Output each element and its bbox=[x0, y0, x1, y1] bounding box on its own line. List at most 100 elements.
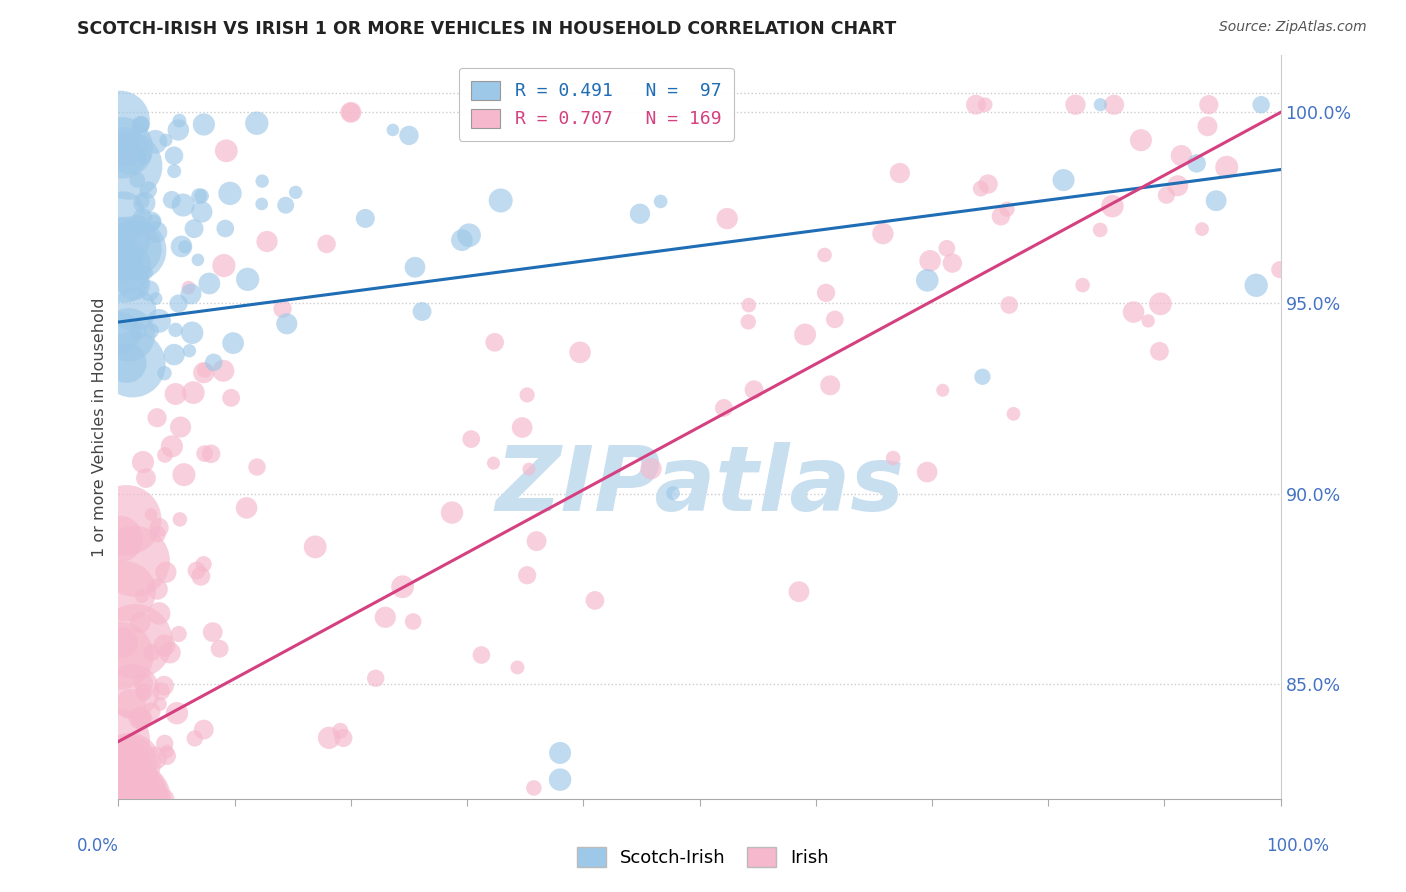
Point bbox=[145, 225, 167, 239]
Point bbox=[108, 791, 131, 805]
Point bbox=[112, 259, 135, 273]
Point bbox=[121, 791, 143, 805]
Point bbox=[183, 385, 205, 400]
Point bbox=[131, 194, 153, 209]
Point bbox=[150, 684, 173, 698]
Point bbox=[815, 285, 838, 300]
Point bbox=[941, 256, 963, 270]
Point bbox=[1170, 148, 1192, 162]
Point bbox=[127, 218, 149, 232]
Point bbox=[990, 209, 1012, 223]
Point bbox=[124, 554, 146, 568]
Point bbox=[374, 610, 396, 624]
Point bbox=[200, 447, 222, 461]
Point bbox=[139, 508, 162, 522]
Point bbox=[198, 277, 221, 291]
Point bbox=[132, 455, 155, 469]
Point bbox=[122, 242, 145, 256]
Point bbox=[110, 245, 132, 260]
Point bbox=[118, 756, 141, 771]
Point bbox=[132, 676, 155, 690]
Point bbox=[1198, 97, 1220, 112]
Point bbox=[156, 745, 179, 759]
Point bbox=[180, 287, 202, 301]
Point bbox=[183, 731, 205, 746]
Point bbox=[145, 791, 167, 805]
Point bbox=[1205, 194, 1227, 208]
Point bbox=[131, 589, 153, 603]
Point bbox=[332, 731, 354, 745]
Text: ZIPatlas: ZIPatlas bbox=[495, 442, 904, 531]
Point bbox=[165, 323, 187, 337]
Point bbox=[108, 227, 131, 242]
Point bbox=[794, 327, 817, 342]
Point bbox=[932, 384, 955, 398]
Point bbox=[340, 105, 363, 120]
Point bbox=[402, 615, 425, 629]
Point bbox=[236, 272, 259, 286]
Point bbox=[118, 327, 141, 342]
Point bbox=[191, 205, 214, 219]
Point bbox=[354, 211, 377, 226]
Point bbox=[142, 215, 165, 229]
Point bbox=[132, 684, 155, 698]
Point bbox=[458, 228, 481, 243]
Point bbox=[1002, 407, 1025, 421]
Point bbox=[160, 193, 183, 207]
Point bbox=[131, 791, 153, 805]
Point bbox=[120, 791, 142, 805]
Point bbox=[716, 211, 738, 226]
Point bbox=[882, 451, 904, 466]
Point bbox=[1268, 262, 1291, 277]
Point bbox=[167, 627, 190, 641]
Point bbox=[917, 273, 939, 287]
Point bbox=[111, 141, 134, 155]
Point bbox=[482, 456, 505, 470]
Point bbox=[1191, 222, 1213, 236]
Point bbox=[411, 304, 433, 318]
Point bbox=[141, 705, 163, 719]
Point bbox=[118, 786, 141, 800]
Point bbox=[1216, 161, 1239, 175]
Point bbox=[470, 648, 492, 662]
Point bbox=[193, 363, 215, 377]
Point bbox=[250, 197, 273, 211]
Point bbox=[127, 173, 149, 187]
Point bbox=[526, 534, 548, 549]
Point bbox=[340, 105, 363, 120]
Point bbox=[146, 410, 169, 425]
Point bbox=[193, 366, 215, 380]
Point bbox=[131, 118, 153, 132]
Point bbox=[219, 391, 242, 405]
Point bbox=[628, 207, 651, 221]
Point bbox=[149, 697, 172, 711]
Point bbox=[1149, 344, 1171, 359]
Point bbox=[153, 791, 176, 805]
Point bbox=[208, 641, 231, 656]
Point bbox=[118, 150, 141, 164]
Text: SCOTCH-IRISH VS IRISH 1 OR MORE VEHICLES IN HOUSEHOLD CORRELATION CHART: SCOTCH-IRISH VS IRISH 1 OR MORE VEHICLES… bbox=[77, 20, 897, 37]
Point bbox=[153, 639, 176, 653]
Point bbox=[391, 580, 413, 594]
Point bbox=[202, 355, 225, 369]
Point bbox=[108, 532, 131, 546]
Point bbox=[186, 564, 208, 578]
Point bbox=[181, 326, 204, 340]
Point bbox=[136, 183, 159, 197]
Point bbox=[274, 198, 297, 212]
Point bbox=[135, 471, 157, 485]
Point bbox=[1090, 97, 1112, 112]
Point bbox=[146, 582, 169, 597]
Point bbox=[214, 221, 236, 235]
Point bbox=[548, 746, 571, 760]
Point bbox=[124, 791, 146, 805]
Point bbox=[190, 189, 212, 203]
Point bbox=[125, 789, 148, 804]
Point bbox=[115, 356, 138, 370]
Point bbox=[1064, 97, 1087, 112]
Point bbox=[965, 97, 987, 112]
Point bbox=[166, 706, 188, 721]
Legend: R = 0.491   N =  97, R = 0.707   N = 169: R = 0.491 N = 97, R = 0.707 N = 169 bbox=[458, 68, 734, 141]
Point bbox=[108, 732, 131, 747]
Point bbox=[284, 186, 307, 200]
